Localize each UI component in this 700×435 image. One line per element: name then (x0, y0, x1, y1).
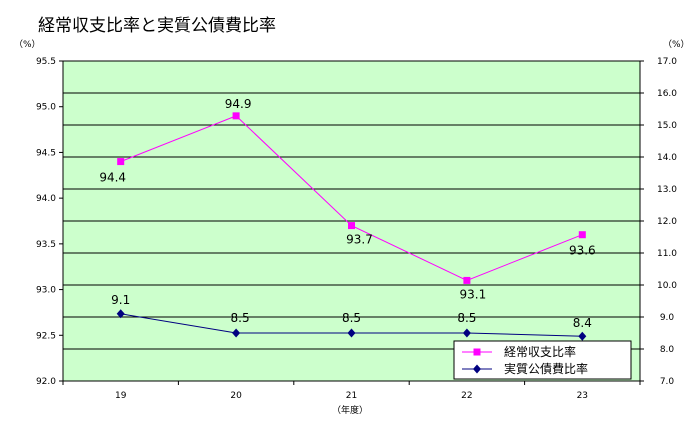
legend-label: 実質公債費比率 (504, 361, 588, 376)
left-axis-tick-label: 94.5 (36, 148, 56, 158)
data-label: 8.5 (457, 311, 476, 325)
data-label: 8.5 (231, 311, 250, 325)
data-point-marker (348, 222, 355, 230)
data-point-marker (347, 328, 356, 338)
right-axis-tick-label: 10.0 (657, 281, 677, 291)
right-axis-tick-label: 9.0 (660, 313, 675, 323)
x-axis-tick-label: 20 (230, 391, 242, 401)
x-axis-tick-label: 19 (115, 391, 127, 401)
legend (453, 340, 632, 380)
data-point-marker (232, 328, 241, 338)
right-axis-tick-label: 12.0 (657, 217, 677, 227)
right-axis-tick-label: 8.0 (660, 345, 675, 355)
left-axis-tick-label: 95.0 (36, 103, 56, 113)
right-axis-tick-label: 13.0 (657, 185, 677, 195)
data-point-marker (473, 364, 481, 374)
x-axis-label: （年度） (332, 404, 368, 416)
right-axis-tick-label: 14.0 (657, 153, 677, 163)
x-axis-tick-label: 22 (461, 391, 472, 401)
right-axis-tick-label: 15.0 (657, 121, 677, 131)
right-axis-tick-label: 11.0 (657, 249, 677, 259)
left-axis-tick-label: 92.5 (36, 331, 56, 341)
right-axis-tick-label: 7.0 (660, 377, 675, 387)
right-axis-tick-label: 16.0 (657, 89, 677, 99)
data-label: 93.7 (346, 233, 373, 247)
data-point-marker (117, 158, 125, 166)
chart-title: 経常収支比率と実質公債費比率 (38, 16, 276, 36)
left-axis-tick-label: 95.5 (36, 57, 56, 67)
data-point-marker (116, 309, 125, 319)
data-label: 8.4 (573, 316, 592, 330)
left-axis-tick-label: 93.5 (36, 240, 56, 250)
x-axis-tick-label: 23 (577, 391, 588, 401)
legend-label: 経常収支比率 (504, 344, 576, 359)
data-point-marker (578, 331, 587, 341)
data-label: 9.1 (111, 293, 130, 307)
data-label: 93.6 (569, 244, 596, 258)
data-point-marker (473, 348, 481, 356)
data-label: 93.1 (460, 287, 487, 301)
data-point-marker (462, 328, 471, 338)
x-axis-tick-label: 21 (346, 391, 357, 401)
data-point-marker (578, 231, 586, 239)
data-label: 94.9 (225, 97, 252, 111)
left-axis-unit-label: （%） (14, 39, 41, 50)
data-label: 94.4 (99, 171, 126, 185)
left-axis-tick-label: 94.0 (36, 194, 56, 204)
data-label: 8.5 (342, 311, 361, 325)
left-axis-tick-label: 92.0 (36, 377, 56, 387)
right-axis-tick-label: 17.0 (657, 57, 677, 67)
right-axis-unit-label: （%） (663, 39, 690, 50)
data-point-marker (463, 276, 471, 284)
left-axis-tick-label: 93.0 (36, 286, 56, 296)
data-point-marker (232, 112, 240, 120)
